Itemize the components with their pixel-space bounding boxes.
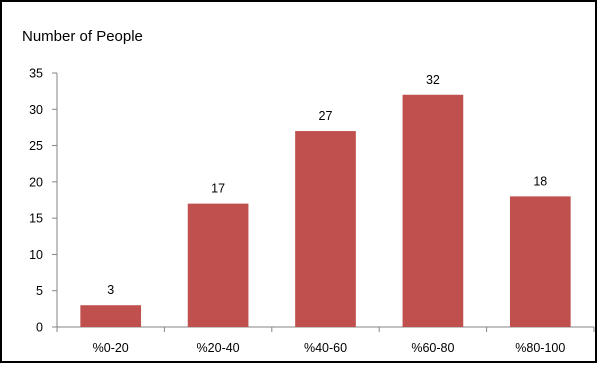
x-category-label: %0-20	[93, 341, 129, 355]
y-axis: 0 5 10 15 20 25 30 35	[29, 67, 58, 335]
y-tick-label: 35	[29, 67, 43, 81]
data-labels: 3 17 27 32 18	[107, 73, 547, 297]
x-axis: %0-20 %20-40 %40-60 %60-80 %80-100	[56, 326, 595, 355]
y-tick-label: 15	[29, 212, 43, 226]
y-tick-label: 0	[36, 321, 43, 335]
bar	[402, 94, 464, 328]
bar-value-label: 32	[426, 73, 440, 87]
bars	[80, 94, 571, 328]
bar-value-label: 18	[533, 174, 547, 188]
chart-title: Number of People	[22, 28, 143, 45]
bar	[187, 203, 249, 327]
y-tick-label: 5	[36, 284, 43, 298]
y-tick-label: 25	[29, 139, 43, 153]
y-tick-label: 30	[29, 103, 43, 117]
x-category-label: %60-80	[411, 341, 454, 355]
bar-value-label: 27	[319, 109, 333, 123]
bar	[80, 305, 142, 327]
x-category-label: %40-60	[304, 341, 347, 355]
bar-value-label: 3	[107, 283, 114, 297]
bar-value-label: 17	[211, 182, 225, 196]
x-category-label: %20-40	[197, 341, 240, 355]
y-tick-label: 10	[29, 248, 43, 262]
bar	[295, 131, 356, 327]
bar	[509, 196, 571, 327]
y-tick-label: 20	[29, 175, 43, 189]
x-category-label: %80-100	[515, 341, 565, 355]
